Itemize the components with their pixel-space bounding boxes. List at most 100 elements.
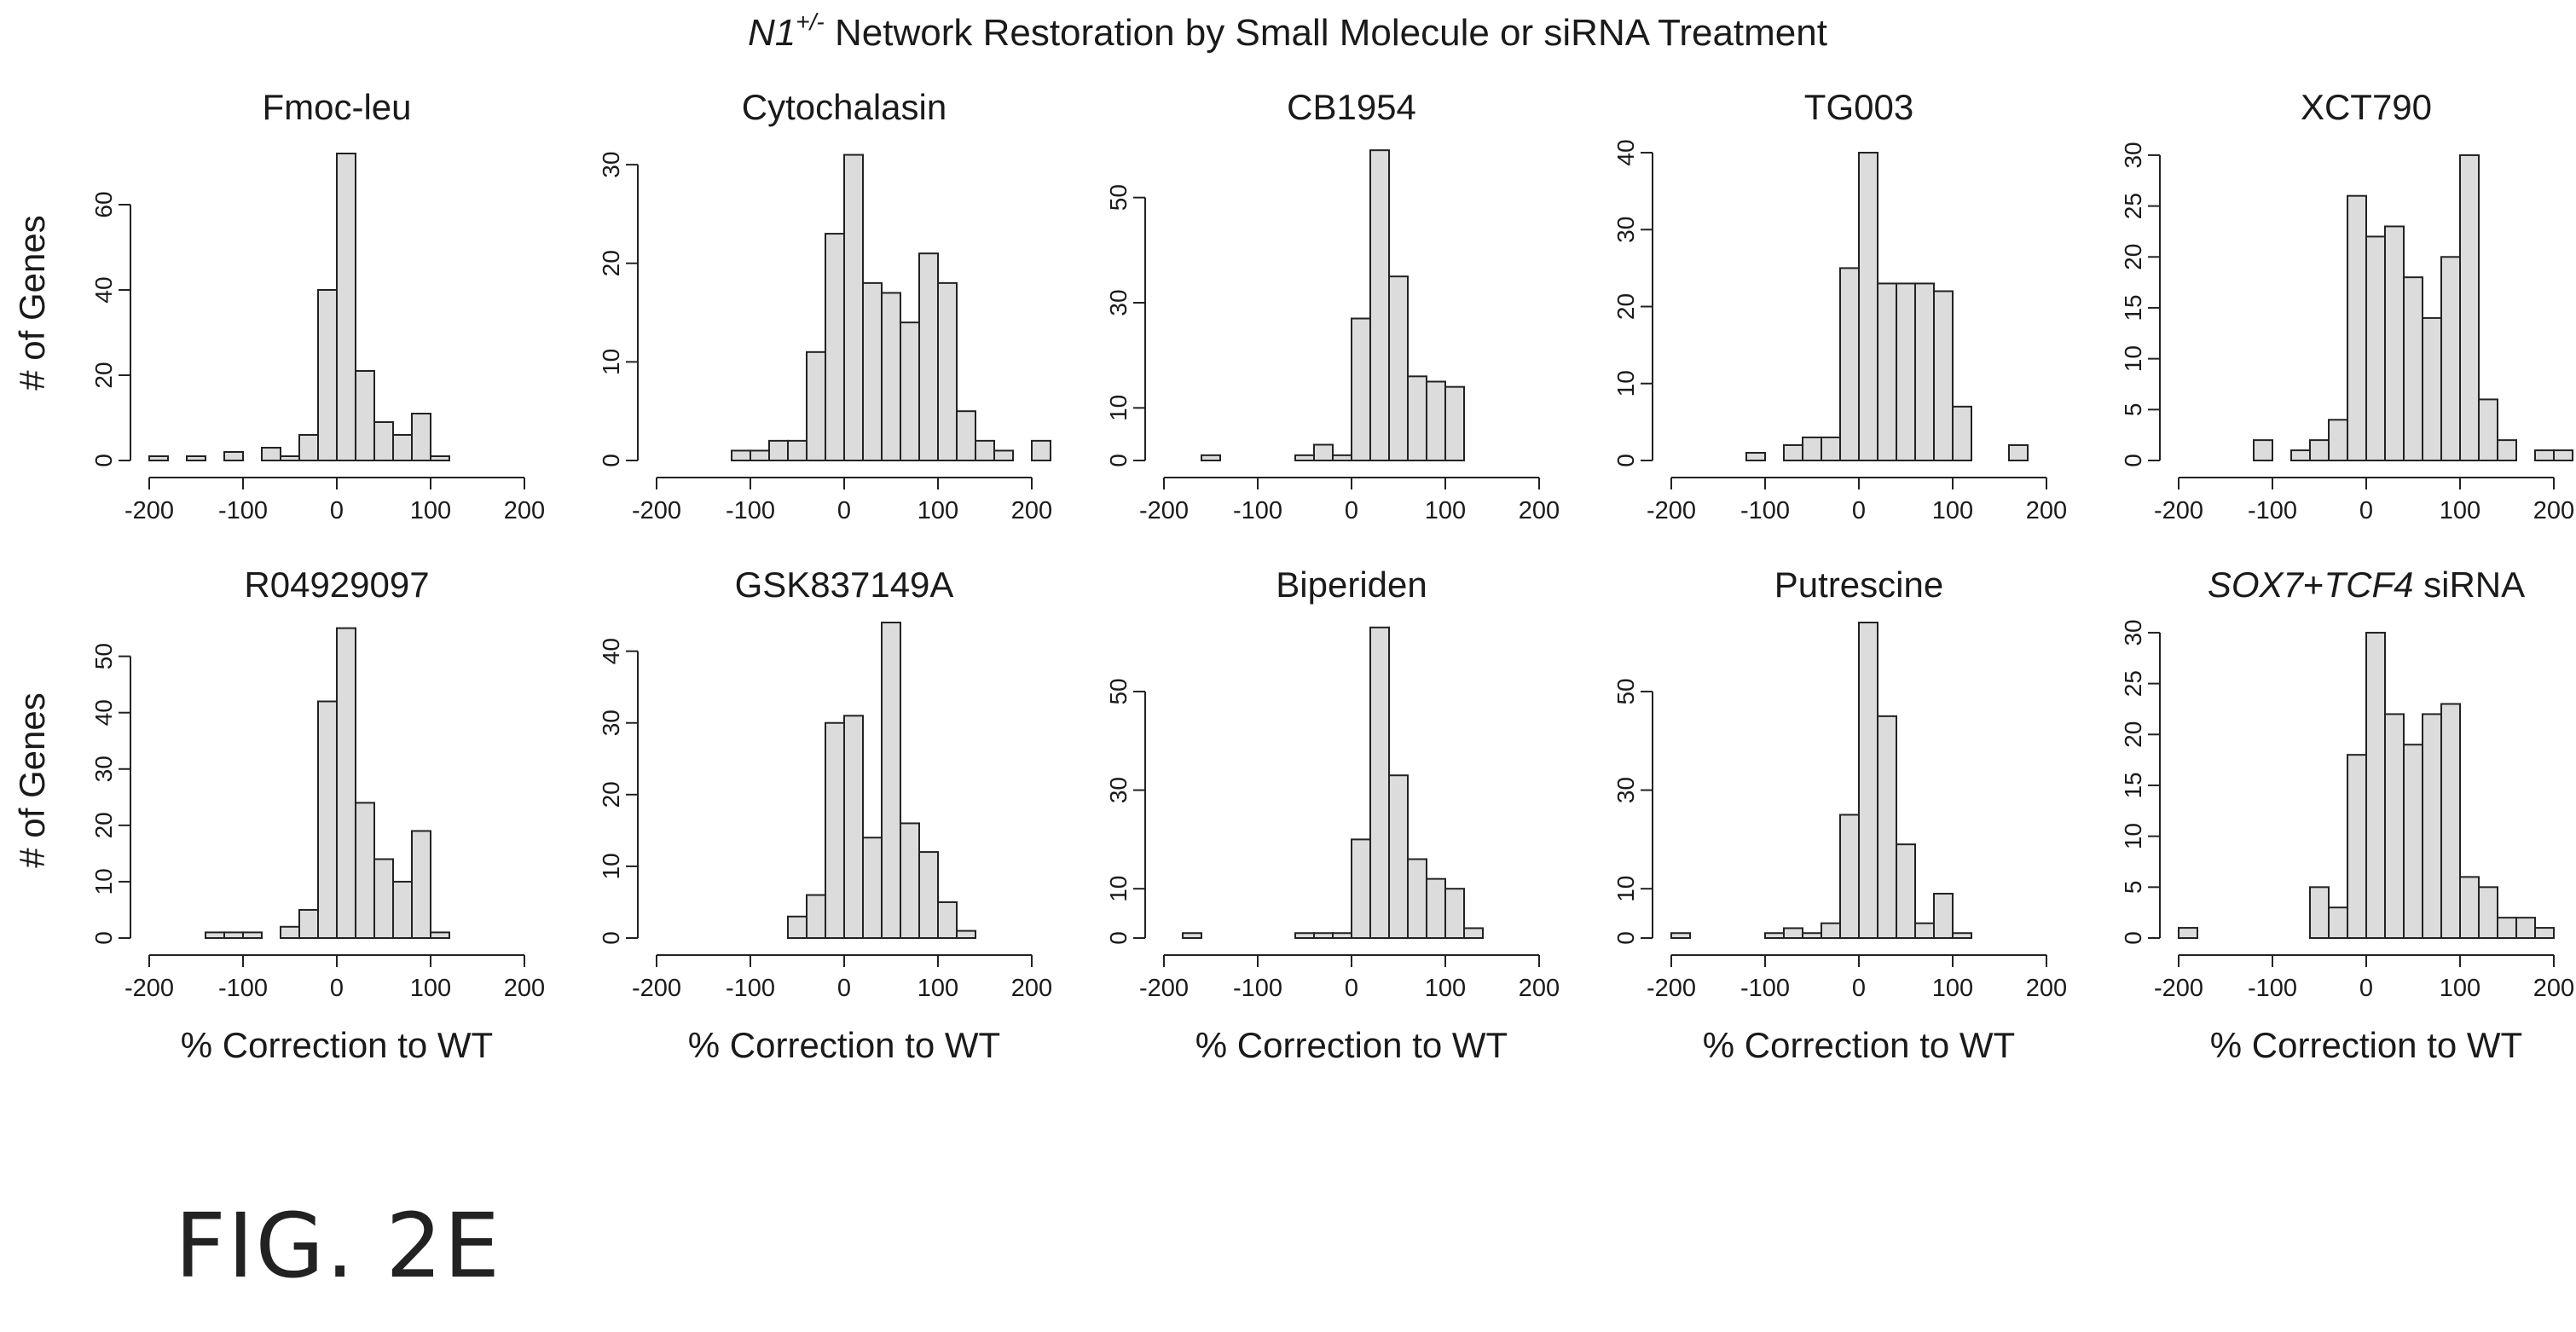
histogram-bar (2347, 754, 2367, 940)
x-tick-label: 100 (1425, 497, 1466, 524)
panel-title-part: Biperiden (1276, 565, 1427, 605)
histogram-bar (2384, 713, 2405, 940)
histogram-bar (1351, 838, 1371, 939)
x-tick-label: -200 (632, 975, 681, 1002)
x-tick-label: -200 (124, 975, 174, 1002)
x-tick-label: -100 (218, 497, 268, 524)
histogram-panel-putrescine: Putrescine 0 10 30 50 -200 -100 0 100 200 % Correc… (1612, 565, 2067, 1065)
histogram-panel-biperiden: Biperiden 0 10 30 50 -200 -100 0 100 200 % Correct… (1105, 565, 1560, 1065)
histogram-bar (1839, 267, 1860, 462)
x-tick-label: 0 (837, 975, 851, 1002)
histogram-bar (355, 370, 375, 461)
y-tick-label: 0 (2120, 931, 2146, 945)
histogram-bar (2309, 886, 2330, 940)
x-tick-label: 0 (330, 975, 344, 1002)
histogram-bar (1463, 927, 1484, 939)
y-tick-label: 50 (1105, 184, 1132, 211)
x-tick-label: 0 (2359, 497, 2373, 524)
histogram-bar (2008, 443, 2029, 462)
x-tick-label: -200 (124, 497, 174, 524)
histogram-bar (937, 281, 958, 461)
y-tick-label: 10 (2120, 345, 2146, 372)
histogram-bar (373, 858, 394, 939)
histogram-bar (843, 153, 864, 461)
x-tick-label: 0 (837, 497, 851, 524)
histogram-bar (1952, 405, 1972, 461)
histogram-bar (392, 880, 413, 940)
histogram-bar (411, 413, 431, 461)
histogram-bar (881, 622, 901, 939)
x-tick-label: -100 (1233, 497, 1282, 524)
x-tick-label: 0 (1852, 497, 1866, 524)
y-tick-label: 20 (1612, 293, 1639, 320)
x-tick-label: -100 (2248, 497, 2297, 524)
histogram-bar (2253, 439, 2273, 461)
histogram-panel-r04929097: R04929097 0 10 20 30 40 50 -200 -100 0 100 200 % Cor… (12, 565, 545, 1065)
histogram-bar (2422, 713, 2442, 940)
histogram-bar (1388, 275, 1409, 461)
histogram-panel-cb1954: CB1954 0 10 30 50 -200 -100 0 100 200 (1105, 87, 1560, 524)
y-tick-label: 30 (1105, 289, 1132, 316)
x-tick-label: 100 (918, 497, 958, 524)
histogram-bar (148, 455, 169, 461)
histogram-bar (1858, 152, 1878, 461)
histogram-bar (1914, 282, 1935, 461)
x-tick-label: 0 (1345, 975, 1358, 1002)
x-tick-label: -200 (2154, 497, 2203, 524)
histogram-bar (1426, 380, 1446, 461)
histogram-bar (205, 931, 225, 939)
panel-title-part: + (2303, 565, 2324, 605)
histogram-bar (2459, 153, 2480, 461)
y-tick-label: 30 (1105, 777, 1132, 803)
x-axis-label: % Correction to WT (2210, 1025, 2522, 1065)
histogram-bar (280, 455, 300, 461)
histogram-bar (806, 350, 826, 461)
histogram-bar (787, 439, 808, 461)
histogram-bar (1369, 149, 1390, 462)
y-tick-label: 10 (1105, 395, 1132, 421)
y-tick-label: 0 (1612, 931, 1639, 945)
histogram-bar (1952, 932, 1972, 939)
histogram-bar (881, 292, 901, 461)
histogram-bar (280, 925, 300, 940)
x-tick-label: 200 (504, 975, 545, 1002)
y-tick-label: 30 (598, 709, 624, 736)
panel-title: GSK837149A (735, 565, 954, 605)
x-tick-label: 200 (1011, 497, 1052, 524)
histogram-bar (2403, 744, 2423, 940)
y-tick-label: 20 (598, 250, 624, 276)
histogram-bar (411, 830, 431, 940)
panel-title-part: R04929097 (244, 565, 429, 605)
x-tick-label: 100 (2440, 497, 2480, 524)
histogram-bar (1332, 932, 1352, 939)
histogram-bar (2497, 917, 2517, 939)
histogram-bar (1839, 814, 1860, 939)
y-tick-label: 60 (90, 191, 117, 217)
histogram-bar (1670, 932, 1691, 939)
histogram-bar (2347, 194, 2367, 461)
y-tick-label: 40 (90, 699, 117, 726)
histogram-bar (768, 439, 789, 461)
histogram-bar (862, 281, 883, 461)
histogram-bar (2328, 906, 2348, 940)
histogram-bar (2290, 449, 2311, 461)
histogram-bar (317, 289, 338, 461)
histogram-bar (1877, 715, 1897, 939)
histogram-bar (993, 449, 1014, 461)
panel-title-part: siRNA (2413, 565, 2525, 605)
panel-title: XCT790 (2301, 87, 2432, 127)
histogram-bar (1858, 622, 1878, 939)
x-tick-label: 200 (1519, 975, 1560, 1002)
panel-title: Cytochalasin (742, 87, 946, 127)
y-tick-label: 15 (2120, 772, 2146, 798)
histogram-bar (1444, 385, 1465, 461)
y-tick-label: 20 (90, 812, 117, 838)
histogram-bar (731, 449, 751, 461)
histogram-bar (956, 930, 976, 940)
histogram-bar (1821, 922, 1841, 939)
histogram-bar (900, 321, 920, 461)
y-tick-label: 5 (2120, 881, 2146, 895)
histogram-bar (336, 627, 356, 939)
